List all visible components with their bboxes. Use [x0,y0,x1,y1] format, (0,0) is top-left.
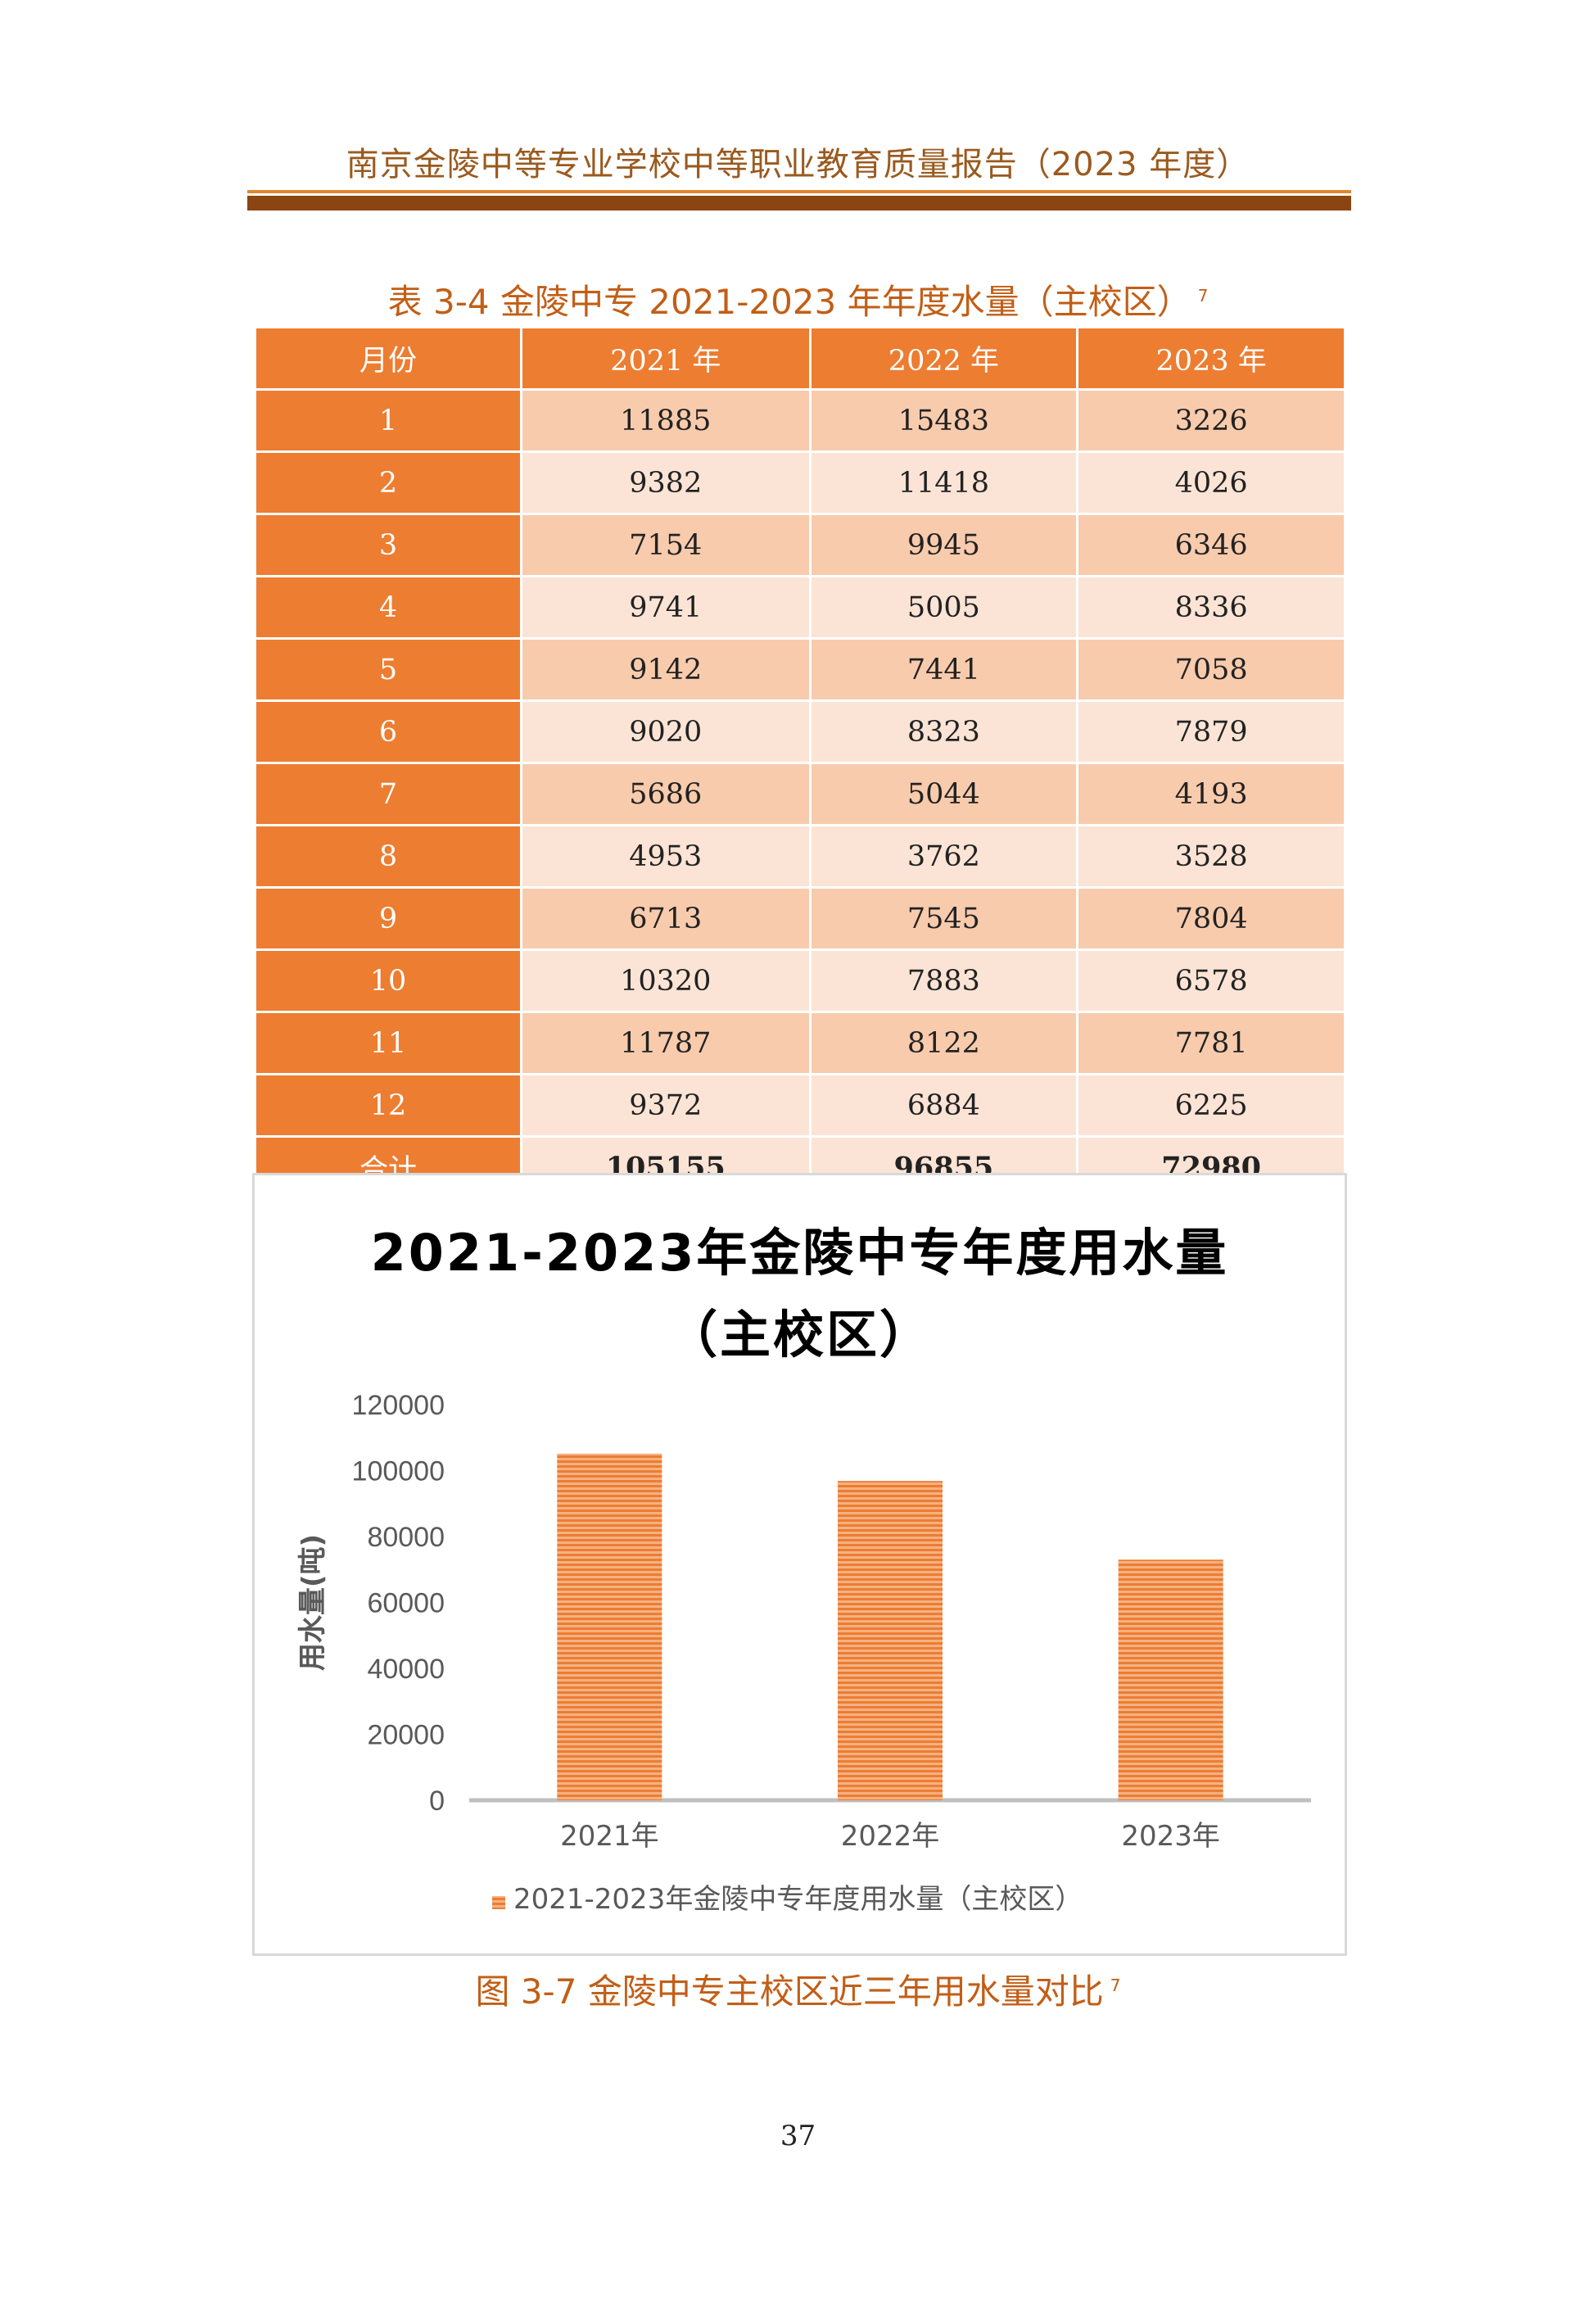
x-tick-label: 2021年 [560,1820,659,1853]
table-row: 6 9020 8323 7879 [254,699,1346,764]
bar-2023年 [1118,1559,1223,1800]
value-cell: 3226 [1076,388,1346,453]
value-cell: 11787 [520,1011,812,1075]
value-cell: 7154 [520,513,812,577]
header-cell-2023: 2023 年 [1076,326,1346,391]
table-row: 4 9741 5005 8336 [254,575,1346,640]
y-tick-label: 60000 [367,1588,445,1619]
value-cell: 6346 [1076,513,1346,577]
value-cell: 9142 [520,637,812,702]
month-cell: 4 [254,575,522,640]
value-cell: 7781 [1076,1011,1346,1075]
bar-2021年 [557,1453,662,1800]
chart-container: 2021-2023年金陵中专年度用水量 （主校区） 0 20000 40000 600… [252,1173,1347,1956]
chart-title-line1: 2021-2023年金陵中专年度用水量 [370,1223,1229,1283]
value-cell: 11885 [520,388,812,453]
value-cell: 9741 [520,575,812,640]
legend-label: 2021-2023年金陵中专年度用水量（主校区） [513,1883,1083,1916]
legend-swatch [492,1896,505,1909]
value-cell: 5686 [520,762,812,826]
x-tick-label: 2023年 [1121,1820,1220,1853]
chart-title-line2: （主校区） [666,1305,933,1365]
table-row: 8 4953 3762 3528 [254,824,1346,889]
value-cell: 9020 [520,699,812,764]
x-tick-label: 2022年 [841,1820,940,1853]
value-cell: 4193 [1076,762,1346,826]
water-usage-table: 月份 2021 年 2022 年 2023 年 1 11885 15483 3226 2… [254,326,1346,1200]
table-header-row: 月份 2021 年 2022 年 2023 年 [254,326,1346,391]
month-cell: 5 [254,637,522,702]
value-cell: 6225 [1076,1073,1346,1138]
value-cell: 9382 [520,450,812,515]
value-cell: 11418 [808,450,1079,515]
month-cell: 3 [254,513,522,577]
month-cell: 2 [254,450,522,515]
value-cell: 7883 [808,948,1079,1013]
table-row: 11 11787 8122 7781 [254,1011,1346,1075]
table-row: 9 6713 7545 7804 [254,886,1346,951]
value-cell: 9945 [808,513,1079,577]
value-cell: 10320 [520,948,812,1013]
value-cell: 8336 [1076,575,1346,640]
header-cell-2021: 2021 年 [520,326,812,391]
table-caption: 表 3-4 金陵中专 2021-2023 年年度水量（主校区） 7 [0,274,1596,324]
value-cell: 4026 [1076,450,1346,515]
value-cell: 6713 [520,886,812,951]
value-cell: 3762 [808,824,1079,889]
value-cell: 6884 [808,1073,1079,1138]
value-cell: 5044 [808,762,1079,826]
table-row: 2 9382 11418 4026 [254,450,1346,515]
y-tick-label: 0 [429,1786,445,1817]
y-axis-label: 用水量(吨) [296,1534,329,1671]
table-caption-footnote: 7 [1197,286,1209,306]
value-cell: 8122 [808,1011,1079,1075]
table-caption-text: 表 3-4 金陵中专 2021-2023 年年度水量（主校区） [387,282,1191,322]
month-cell: 12 [254,1073,522,1138]
value-cell: 7058 [1076,637,1346,702]
value-cell: 5005 [808,575,1079,640]
table-row: 3 7154 9945 6346 [254,513,1346,577]
month-cell: 10 [254,948,522,1013]
month-cell: 8 [254,824,522,889]
y-tick-label: 100000 [352,1456,445,1487]
value-cell: 15483 [808,388,1079,453]
header-rule-thick [247,196,1351,210]
table-row: 10 10320 7883 6578 [254,948,1346,1013]
header-rule-thin [247,190,1351,193]
value-cell: 8323 [808,699,1079,764]
y-tick-label: 20000 [367,1720,445,1751]
value-cell: 7804 [1076,886,1346,951]
value-cell: 7441 [808,637,1079,702]
month-cell: 11 [254,1011,522,1075]
y-tick-label: 120000 [352,1390,445,1421]
month-cell: 9 [254,886,522,951]
value-cell: 7879 [1076,699,1346,764]
bar-chart: 0 20000 40000 60000 80000 100000 120000 用水量(吨) 2… [296,1390,1311,1916]
page-number: 37 [780,2120,816,2152]
value-cell: 6578 [1076,948,1346,1013]
table-row: 5 9142 7441 7058 [254,637,1346,702]
figure-caption: 图 3-7 金陵中专主校区近三年用水量对比 7 [0,1964,1596,2014]
value-cell: 3528 [1076,824,1346,889]
figure-caption-footnote: 7 [1110,1976,1121,1995]
y-tick-label: 40000 [367,1654,445,1685]
month-cell: 7 [254,762,522,826]
value-cell: 4953 [520,824,812,889]
value-cell: 7545 [808,886,1079,951]
bar-2022年 [838,1481,943,1800]
header-cell-month: 月份 [254,326,522,391]
table-row: 1 11885 15483 3226 [254,388,1346,453]
figure-caption-text: 图 3-7 金陵中专主校区近三年用水量对比 [475,1971,1104,2012]
header-cell-2022: 2022 年 [808,326,1079,391]
value-cell: 9372 [520,1073,812,1138]
report-header-title: 南京金陵中等专业学校中等职业教育质量报告（2023 年度） [346,146,1250,183]
y-tick-label: 80000 [367,1522,445,1553]
month-cell: 6 [254,699,522,764]
month-cell: 1 [254,388,522,453]
table-row: 7 5686 5044 4193 [254,762,1346,826]
table-row: 12 9372 6884 6225 [254,1073,1346,1138]
